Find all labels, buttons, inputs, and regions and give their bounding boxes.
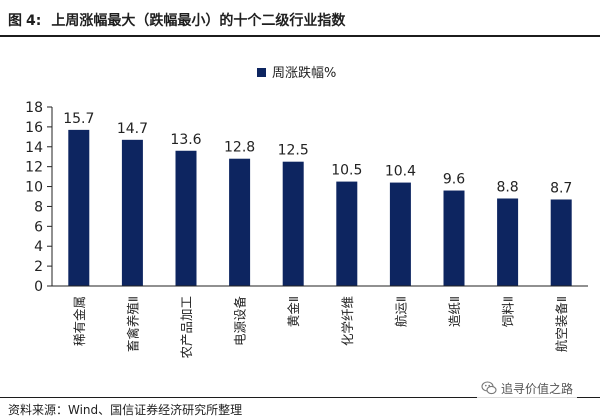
bar-value-label: 15.7: [63, 111, 94, 127]
bar-value-label: 10.5: [331, 163, 362, 179]
watermark: 追寻价值之路: [477, 378, 578, 398]
figure-title: 图 4: 上周涨幅最大（跌幅最小）的十个二级行业指数: [8, 10, 345, 30]
figure-label: 图: [8, 13, 22, 29]
x-tick-label: 黄金Ⅱ: [286, 296, 301, 327]
bar: [282, 161, 304, 286]
bar: [121, 139, 143, 286]
bar: [336, 181, 358, 286]
bar-value-label: 14.7: [117, 121, 148, 137]
bar-value-label: 9.6: [443, 172, 465, 188]
watermark-text: 追寻价值之路: [501, 381, 574, 396]
top-rule: [0, 35, 600, 37]
x-tick-label: 电源设备: [233, 296, 248, 347]
source-note: 资料来源：Wind、国信证券经济研究所整理: [8, 403, 243, 417]
bar: [229, 158, 251, 286]
y-tick-label: 4: [34, 239, 43, 255]
bar: [497, 198, 519, 286]
y-tick-label: 8: [34, 199, 43, 215]
wechat-icon: [481, 381, 497, 395]
bar: [389, 182, 411, 286]
y-tick-label: 6: [34, 219, 43, 235]
bar-value-label: 13.6: [170, 132, 201, 148]
bar-chart: 周涨跌幅% 0 2 4 6 8 10 12 14 16 18 15.7 稀有金属 14.7 畜禽养殖Ⅱ 13.…: [25, 65, 588, 359]
y-tick-label: 2: [34, 259, 43, 275]
x-tick-label: 造纸Ⅱ: [447, 296, 462, 327]
bar: [550, 199, 572, 286]
bar-value-label: 8.8: [496, 179, 518, 195]
x-tick-label: 饲料Ⅱ: [501, 296, 516, 327]
bar-value-label: 12.5: [278, 143, 309, 159]
y-tick-label: 10: [25, 180, 43, 196]
x-tick-label: 化学纤维: [340, 296, 355, 346]
bar: [68, 129, 90, 286]
x-tick-label: 航空装备Ⅱ: [554, 296, 569, 352]
bar-value-label: 10.4: [385, 164, 416, 180]
legend-label: 周涨跌幅%: [272, 65, 336, 81]
bottom-rule: [0, 397, 600, 398]
bar-value-label: 12.8: [224, 140, 255, 156]
y-tick-label: 14: [25, 140, 43, 156]
y-tick-label: 0: [34, 279, 43, 295]
x-tick-label: 农产品加工: [179, 296, 194, 359]
x-tick-label: 稀有金属: [72, 296, 87, 346]
y-tick-label: 16: [25, 120, 43, 136]
legend-swatch: [257, 68, 266, 77]
bar: [175, 150, 197, 286]
y-tick-label: 12: [25, 160, 43, 176]
figure-title-text: 上周涨幅最大（跌幅最小）的十个二级行业指数: [51, 13, 346, 29]
bar: [443, 190, 465, 286]
x-tick-label: 航运Ⅱ: [393, 296, 408, 327]
figure-number: 4:: [26, 13, 42, 29]
y-tick-label: 18: [25, 100, 43, 116]
x-tick-label: 畜禽养殖Ⅱ: [125, 296, 140, 352]
bar-value-label: 8.7: [550, 180, 572, 196]
